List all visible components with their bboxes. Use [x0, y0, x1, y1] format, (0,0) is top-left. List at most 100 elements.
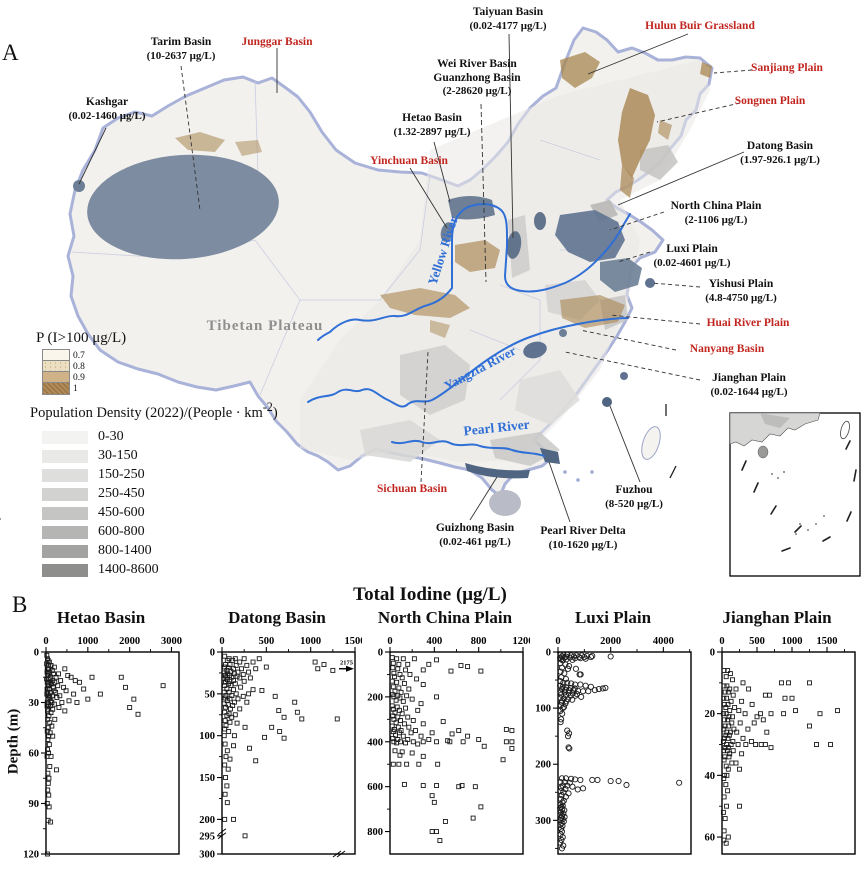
svg-text:40: 40 — [705, 771, 716, 782]
svg-text:2000: 2000 — [600, 636, 621, 647]
tibetan-plateau-label: Tibetan Plateau — [207, 318, 324, 334]
svg-text:800: 800 — [471, 636, 487, 647]
svg-text:295: 295 — [199, 831, 215, 842]
chart-datong-basin: Datong Basin 0 500 1000 1500 0 50 100 150 200 295… — [192, 608, 362, 868]
svg-text:1500: 1500 — [345, 636, 363, 647]
panel-b-title: Total Iodine (μg/L) — [353, 584, 507, 605]
svg-text:0: 0 — [546, 648, 551, 659]
chart-jianghan-plain: Jianghan Plain 0 500 1000 1500 0 20 40 60 — [692, 608, 862, 868]
svg-text:300: 300 — [199, 850, 215, 861]
pop-row: 450-600 — [30, 504, 278, 523]
svg-text:50: 50 — [205, 689, 216, 700]
label-taiyuan-basin: Taiyuan Basin (0.02-4177 μg/L) — [469, 6, 547, 32]
label-kashgar: Kashgar (0.02-1460 μg/L) — [68, 96, 146, 122]
svg-text:4000: 4000 — [653, 636, 674, 647]
chart-luxi-plain: Luxi Plain 0 2000 4000 0 100 200 300 — [528, 608, 698, 868]
label-north-china-plain: North China Plain (2-1106 μg/L) — [670, 200, 762, 226]
label-tarim-basin: Tarim Basin (10-2637 μg/L) — [146, 36, 216, 62]
svg-text:200: 200 — [535, 760, 551, 771]
label-datong-basin: Datong Basin (1.97-926.1 μg/L) — [740, 140, 820, 166]
panel-b-letter: B — [12, 592, 28, 617]
china-map: Yellow River Yangzta River Pearl River T… — [0, 26, 861, 577]
pearl-river — [391, 439, 545, 457]
south-china-sea-inset — [0, 412, 861, 577]
svg-text:1500: 1500 — [817, 636, 838, 647]
probability-legend-title: P (I>100 μg/L) — [36, 330, 127, 346]
label-huai-river-plain: Huai River Plain — [706, 317, 790, 329]
chart-title: Luxi Plain — [574, 608, 652, 627]
scatter-plot-luxi: 0 2000 4000 0 100 200 300 — [535, 636, 692, 855]
label-hetao-basin: Hetao Basin (1.32-2897 μg/L) — [393, 112, 471, 138]
pop-row: 30-150 — [30, 447, 278, 466]
yellow-river — [317, 203, 631, 341]
population-density-legend-title: Population Density (2022)/(People · km-2… — [30, 400, 278, 421]
svg-text:400: 400 — [367, 737, 383, 748]
svg-text:150: 150 — [199, 773, 215, 784]
chart-hetao-basin: Hetao Basin 0 1000 2000 3000 0 30 60 90 120 — [16, 608, 186, 868]
label-songnen-plain: Songnen Plain — [734, 95, 806, 107]
label-luxi-plain: Luxi Plain (0.02-4601 μg/L) — [653, 243, 731, 269]
svg-text:600: 600 — [367, 782, 383, 793]
svg-text:0: 0 — [219, 636, 224, 647]
svg-text:400: 400 — [426, 636, 442, 647]
svg-text:1000: 1000 — [77, 636, 98, 647]
label-fuzhou: Fuzhou (8-520 μg/L) — [605, 484, 663, 510]
svg-text:200: 200 — [367, 692, 383, 703]
svg-text:60: 60 — [29, 749, 40, 760]
label-hulun-buir-grassland: Hulun Buir Grassland — [645, 20, 755, 32]
chart-title: Datong Basin — [228, 608, 326, 627]
population-density-legend: Population Density (2022)/(People · km-2… — [30, 400, 278, 580]
label-pearl-river-delta: Pearl River Delta (10-1620 μg/L) — [540, 525, 626, 551]
yangtze-river — [307, 317, 629, 408]
panel-a-letter: A — [2, 40, 19, 65]
pop-row: 600-800 — [30, 523, 278, 542]
label-guizhong-basin: Guizhong Basin (0.02-461 μg/L) — [435, 522, 515, 548]
pop-row: 1400-8600 — [30, 561, 278, 580]
svg-text:2000: 2000 — [119, 636, 140, 647]
svg-text:120: 120 — [23, 850, 39, 861]
label-sanjiang-plain: Sanjiang Plain — [751, 62, 823, 74]
label-sichuan-basin: Sichuan Basin — [377, 483, 447, 495]
chart-title: Jianghan Plain — [722, 608, 832, 627]
svg-text:0: 0 — [719, 636, 724, 647]
coastal-islets — [563, 404, 677, 482]
taiwan-island — [641, 426, 661, 460]
label-junggar-basin: Junggar Basin — [241, 36, 313, 48]
svg-text:1000: 1000 — [782, 636, 803, 647]
rivers — [307, 203, 631, 457]
probability-legend: P (I>100 μg/L) 0.7 0.8 0.9 1 — [36, 330, 127, 395]
leader-lines — [78, 33, 753, 523]
scatter-plot-hetao: 0 1000 2000 3000 0 30 60 90 120 — [23, 636, 182, 861]
svg-text:60: 60 — [705, 833, 716, 844]
svg-text:500: 500 — [258, 636, 274, 647]
pop-row: 250-450 — [30, 485, 278, 504]
svg-text:1000: 1000 — [300, 636, 321, 647]
svg-text:100: 100 — [535, 704, 551, 715]
svg-text:90: 90 — [29, 799, 40, 810]
scatter-plot-jianghan: 0 500 1000 1500 0 20 40 60 — [705, 636, 856, 855]
svg-text:800: 800 — [367, 827, 383, 838]
svg-text:0: 0 — [710, 648, 715, 659]
svg-text:0: 0 — [378, 648, 383, 659]
svg-text:0: 0 — [555, 636, 560, 647]
label-wei-guanzhong-basin: Wei River Basin Guanzhong Basin (2-28620 μ… — [433, 58, 521, 98]
scatter-plot-datong: 0 500 1000 1500 0 50 100 150 200 295 300 2175 — [199, 636, 363, 861]
svg-text:3000: 3000 — [161, 636, 182, 647]
svg-text:20: 20 — [705, 709, 716, 720]
svg-text:0: 0 — [210, 648, 215, 659]
svg-text:0: 0 — [34, 648, 39, 659]
svg-text:100: 100 — [199, 731, 215, 742]
svg-text:2175: 2175 — [340, 660, 354, 667]
chart-title: Hetao Basin — [56, 608, 146, 627]
svg-text:300: 300 — [535, 816, 551, 827]
label-nanyang-basin: Nanyang Basin — [689, 343, 765, 355]
svg-text:500: 500 — [749, 636, 765, 647]
label-yinchuan-basin: Yinchuan Basin — [370, 155, 448, 167]
chart-title: North China Plain — [377, 608, 513, 627]
pearl-river-label: Pearl River — [463, 417, 531, 439]
svg-text:200: 200 — [199, 815, 215, 826]
